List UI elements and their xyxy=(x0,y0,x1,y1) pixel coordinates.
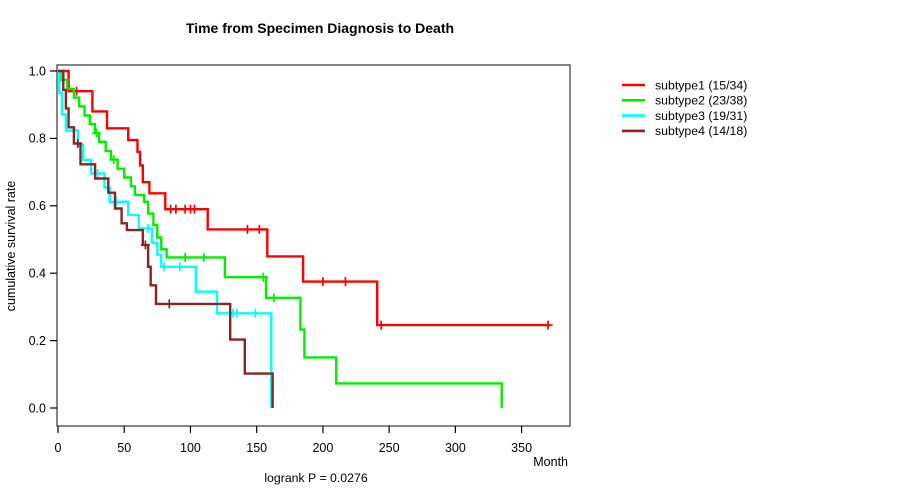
legend-label-subtype2: subtype2 (23/38) xyxy=(655,94,747,108)
y-tick-label: 1.0 xyxy=(29,64,46,78)
x-tick-label: 100 xyxy=(180,441,201,455)
survival-curve-4 xyxy=(58,69,274,408)
survival-curve-1 xyxy=(58,69,550,327)
y-tick-label: 0.0 xyxy=(29,401,46,415)
x-tick-label: 200 xyxy=(312,441,333,455)
x-tick-label: 250 xyxy=(379,441,400,455)
y-axis-label: cumulative survival rate xyxy=(4,181,18,312)
legend: subtype1 (15/34) subtype2 (23/38) subtyp… xyxy=(622,78,747,138)
x-tick-label: 150 xyxy=(246,441,267,455)
y-tick-label: 0.6 xyxy=(29,199,46,213)
plot-box xyxy=(56,64,571,427)
y-tick-label: 0.2 xyxy=(29,334,46,348)
y-tick-label: 0.4 xyxy=(29,267,46,281)
legend-item-subtype2: subtype2 (23/38) xyxy=(622,94,747,108)
legend-item-subtype3: subtype3 (19/31) xyxy=(622,109,747,123)
x-tick-label: 0 xyxy=(55,441,62,455)
legend-item-subtype1: subtype1 (15/34) xyxy=(622,78,747,92)
x-tick-label: 300 xyxy=(445,441,466,455)
survival-curve-2 xyxy=(58,69,503,408)
censor-marks-3 xyxy=(93,168,260,318)
x-tick-label: 50 xyxy=(117,441,131,455)
censor-marks-1 xyxy=(72,86,553,330)
legend-item-subtype4: subtype4 (14/18) xyxy=(622,124,747,138)
x-tick-label: 350 xyxy=(511,441,532,455)
y-tick-label: 0.8 xyxy=(29,132,46,146)
censor-marks-2 xyxy=(91,128,279,303)
logrank-annotation: logrank P = 0.0276 xyxy=(264,471,368,485)
legend-label-subtype1: subtype1 (15/34) xyxy=(655,78,747,92)
chart-title: Time from Specimen Diagnosis to Death xyxy=(186,20,454,36)
legend-label-subtype3: subtype3 (19/31) xyxy=(655,109,747,123)
curves-layer xyxy=(58,69,553,408)
censor-marks-4 xyxy=(73,138,174,309)
x-axis-unit-label: Month xyxy=(533,455,568,469)
legend-label-subtype4: subtype4 (14/18) xyxy=(655,124,747,138)
axes-layer: 0 50 100 150 200 250 300 350 0.0 0.2 0.4 0.6 0.8 1.0 xyxy=(29,64,532,455)
